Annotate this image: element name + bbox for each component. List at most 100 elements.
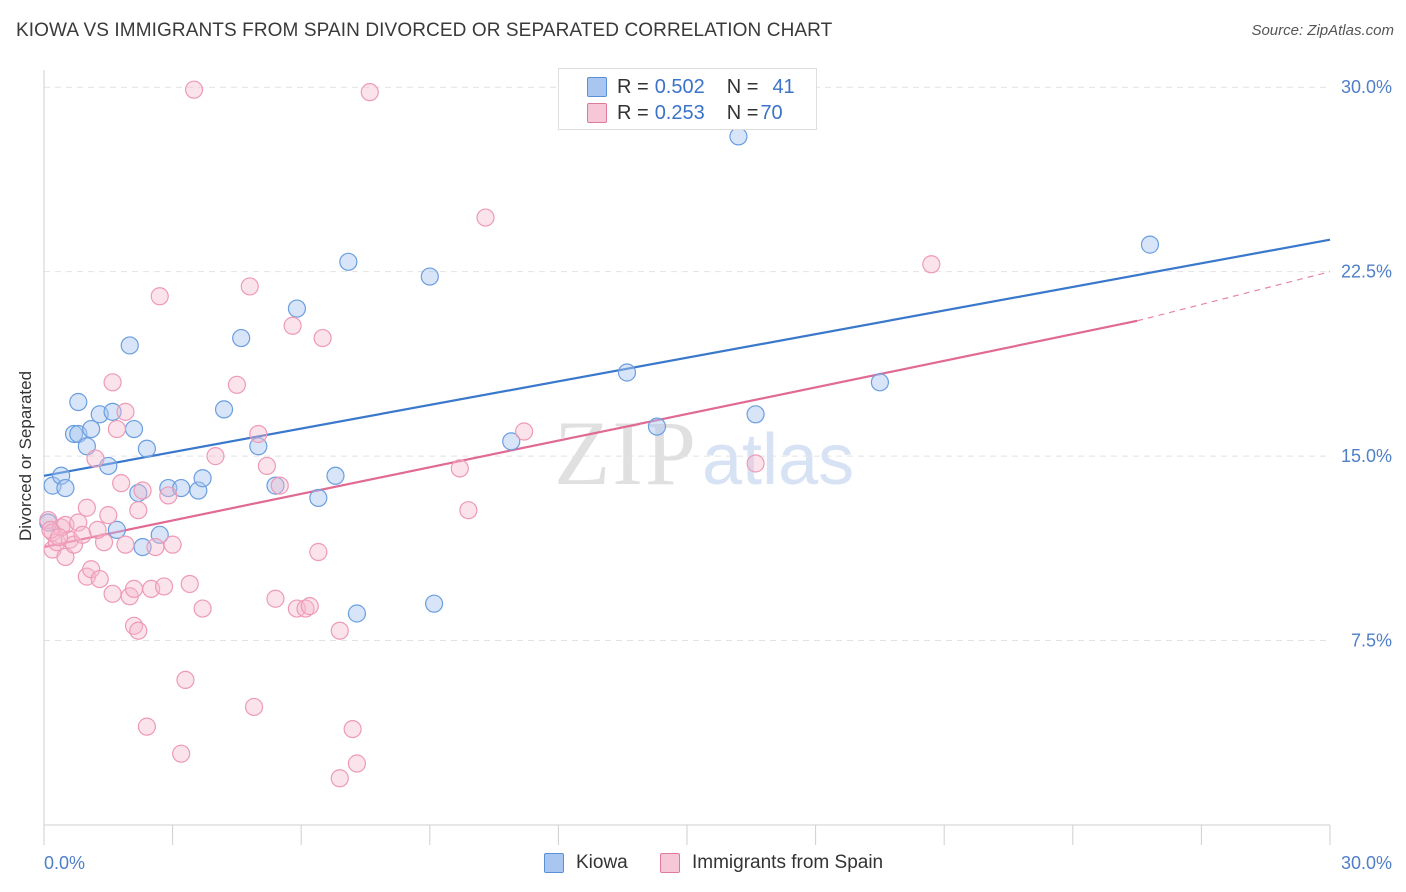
data-point [90,569,109,589]
data-point [330,769,349,788]
data-point [502,432,521,451]
data-point [107,419,126,439]
watermark: ZIPatlas [554,400,854,506]
data-point [347,754,367,773]
series-kiowa [39,127,1160,623]
legend-label-kiowa: Kiowa [576,852,628,873]
data-point [56,478,75,498]
legend-item-kiowa[interactable]: Kiowa [544,852,628,874]
data-point [163,535,182,554]
data-point [270,476,289,495]
data-point [64,424,84,444]
data-point [180,574,199,594]
legend-r-value: 0.502 [654,75,705,98]
data-points [39,80,1160,788]
source-credit: Source: ZipAtlas.com [1251,22,1394,39]
x-tick-label: 0.0% [44,853,85,873]
data-point [240,277,259,296]
data-point [124,419,144,439]
data-point [159,478,178,498]
grid-lines [44,86,1330,642]
data-point [103,584,122,603]
data-point [617,363,637,382]
data-point [450,459,469,478]
series-legend: Kiowa Immigrants from Spain [0,852,1406,876]
data-point [206,447,225,466]
tick-labels: 7.5% 15.0% 22.5% 30.0% 0.0% 30.0% [44,77,1392,873]
data-point [49,528,69,547]
data-point [1140,235,1160,254]
data-point [746,454,765,473]
data-point [309,542,328,562]
data-point [116,535,135,554]
data-point [343,719,362,739]
data-point [69,392,88,412]
data-point [287,299,307,318]
data-point [300,597,319,616]
trend-line-extension [1136,271,1331,322]
data-point [103,373,122,392]
legend-n-value: 41 [772,75,795,98]
data-point [459,501,478,520]
y-tick-label: 30.0% [1341,77,1392,97]
data-point [424,594,444,613]
data-point [77,498,96,517]
data-point [515,422,534,441]
data-point [146,538,165,557]
data-point [124,579,144,599]
y-tick-label: 15.0% [1341,446,1392,466]
data-point [309,488,328,508]
data-point [339,252,358,271]
legend-swatch-kiowa [587,77,607,97]
legend-n-label: N = [726,101,759,124]
data-point [647,417,667,436]
data-point [193,469,212,488]
legend-swatch-kiowa [544,853,564,873]
data-point [729,127,748,146]
y-tick-label: 7.5% [1351,631,1392,651]
legend-row-spain: R = 0.253 N = 70 [559,100,783,126]
data-point [746,405,765,424]
trend-lines [43,238,1331,549]
chart-title: KIOWA VS IMMIGRANTS FROM SPAIN DIVORCED … [16,20,833,41]
data-point [330,621,349,640]
trend-line-kiowa [43,238,1331,477]
stats-legend: R = 0.502 N = 41 R = 0.253 N = 70 [558,68,817,130]
legend-n-value: 70 [760,101,783,124]
trend-line-spain [43,319,1138,549]
data-point [360,83,379,102]
data-point [137,717,156,736]
legend-item-spain[interactable]: Immigrants from Spain [660,852,883,874]
data-point [249,424,268,444]
legend-r-value: 0.253 [654,101,705,124]
data-point [129,621,148,640]
data-point [107,520,126,539]
axes [43,70,1331,845]
data-point [129,501,148,520]
data-point [99,506,118,525]
data-point [214,400,234,419]
data-point [244,697,264,717]
legend-r-label: R = [617,101,649,124]
x-tick-label: 30.0% [1341,853,1392,873]
watermark-atlas: atlas [702,420,855,500]
watermark-zip: ZIP [554,402,698,504]
data-point [159,486,178,505]
data-point [176,670,195,690]
data-point [347,604,367,623]
legend-label-spain: Immigrants from Spain [692,852,884,873]
data-point [313,328,332,348]
data-point [82,419,101,439]
legend-n-label: N = [726,75,759,98]
legend-swatch-spain [587,103,607,123]
legend-swatch-spain [660,853,680,873]
data-point [56,547,75,567]
data-point [227,375,246,394]
data-point [172,744,191,763]
data-point [476,208,495,227]
data-point [326,466,345,485]
data-point [283,316,302,335]
data-point [77,437,96,456]
data-point [266,589,285,608]
